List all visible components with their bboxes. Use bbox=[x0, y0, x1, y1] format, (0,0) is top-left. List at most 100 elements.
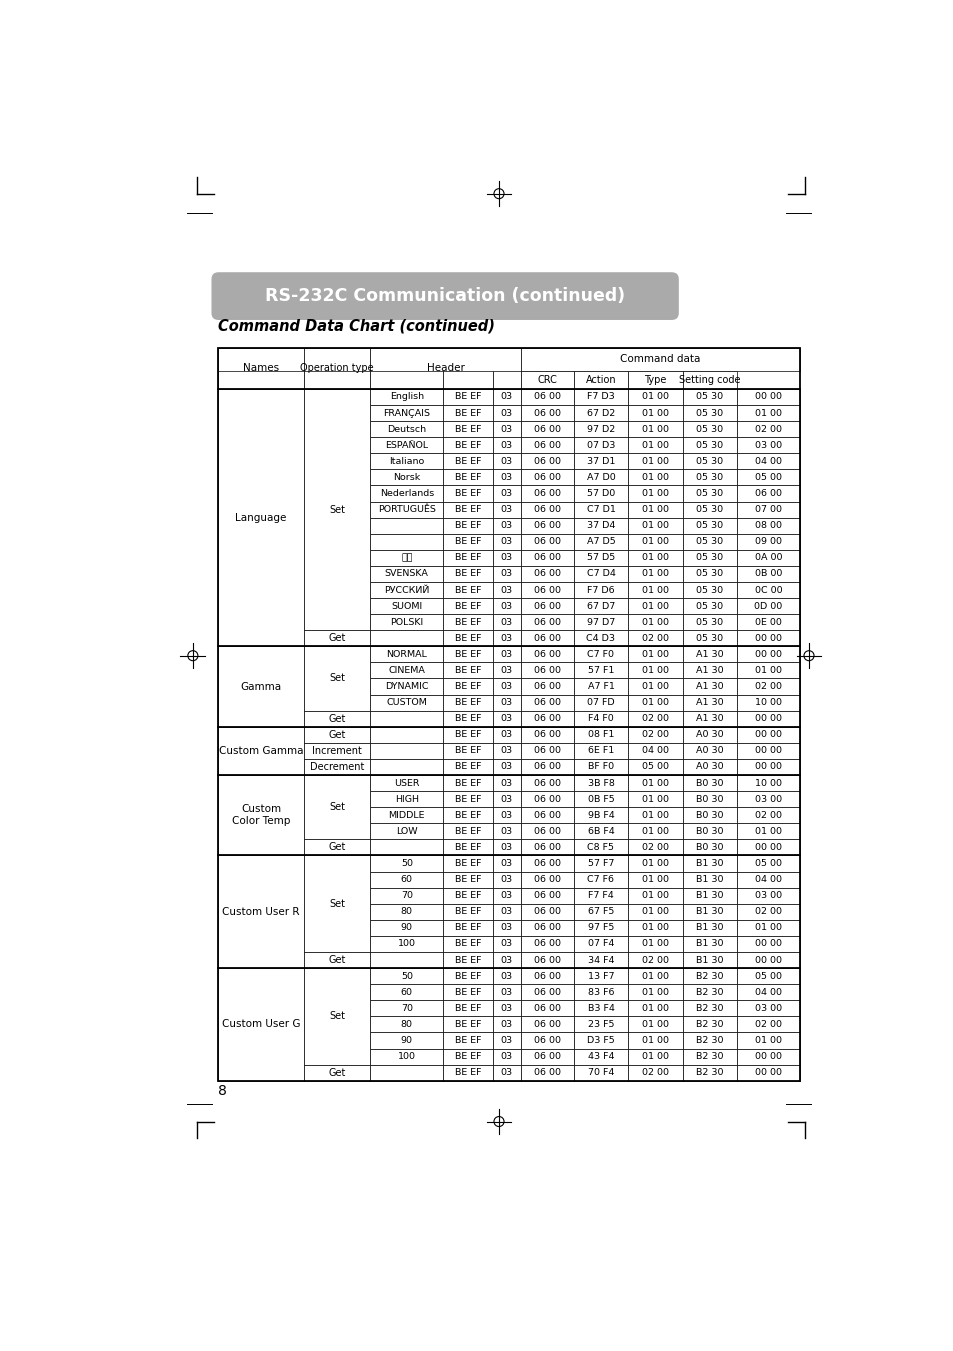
Bar bbox=[370, 582, 443, 598]
Text: Type: Type bbox=[643, 374, 666, 385]
Bar bbox=[628, 775, 682, 792]
Text: 04 00: 04 00 bbox=[754, 875, 781, 884]
Bar bbox=[493, 615, 520, 630]
Bar bbox=[628, 453, 682, 469]
Bar bbox=[682, 662, 737, 678]
Text: A0 30: A0 30 bbox=[696, 731, 723, 739]
Text: A1 30: A1 30 bbox=[696, 698, 723, 707]
Text: BE EF: BE EF bbox=[455, 778, 481, 788]
Bar bbox=[628, 422, 682, 438]
Bar bbox=[628, 904, 682, 920]
Text: BE EF: BE EF bbox=[455, 731, 481, 739]
Bar bbox=[520, 678, 573, 694]
Bar bbox=[682, 1016, 737, 1032]
Bar bbox=[303, 952, 370, 969]
Bar bbox=[682, 936, 737, 952]
FancyBboxPatch shape bbox=[212, 273, 679, 320]
Text: 03: 03 bbox=[500, 521, 513, 530]
Text: 04 00: 04 00 bbox=[754, 457, 781, 466]
Text: BE EF: BE EF bbox=[455, 489, 481, 499]
Text: 03: 03 bbox=[500, 1020, 513, 1029]
Bar bbox=[370, 630, 443, 646]
Text: A1 30: A1 30 bbox=[696, 715, 723, 723]
Bar bbox=[682, 711, 737, 727]
Text: BE EF: BE EF bbox=[455, 908, 481, 916]
Bar bbox=[443, 469, 493, 485]
Text: CINEMA: CINEMA bbox=[388, 666, 425, 676]
Bar bbox=[493, 792, 520, 807]
Bar bbox=[682, 615, 737, 630]
Text: 03: 03 bbox=[500, 923, 513, 932]
Text: BE EF: BE EF bbox=[455, 392, 481, 401]
Bar bbox=[520, 694, 573, 711]
Bar bbox=[370, 422, 443, 438]
Text: 02 00: 02 00 bbox=[754, 908, 781, 916]
Bar bbox=[682, 501, 737, 517]
Text: C7 F0: C7 F0 bbox=[587, 650, 614, 659]
Bar bbox=[520, 534, 573, 550]
Text: 05 30: 05 30 bbox=[696, 408, 722, 417]
Text: 02 00: 02 00 bbox=[641, 634, 668, 643]
Bar bbox=[370, 775, 443, 792]
Bar bbox=[573, 694, 628, 711]
Bar bbox=[520, 920, 573, 936]
Text: BE EF: BE EF bbox=[455, 666, 481, 676]
Text: 06 00: 06 00 bbox=[533, 569, 560, 578]
Bar bbox=[520, 743, 573, 759]
Text: 03 00: 03 00 bbox=[754, 1004, 781, 1013]
Bar bbox=[682, 389, 737, 405]
Text: 03: 03 bbox=[500, 1052, 513, 1061]
Bar bbox=[520, 615, 573, 630]
Text: 05 30: 05 30 bbox=[696, 538, 722, 546]
Bar bbox=[628, 598, 682, 615]
Text: FRANÇAIS: FRANÇAIS bbox=[383, 408, 430, 417]
Text: 80: 80 bbox=[400, 908, 413, 916]
Bar bbox=[520, 347, 799, 370]
Bar bbox=[520, 422, 573, 438]
Bar bbox=[520, 646, 573, 662]
Text: 06 00: 06 00 bbox=[533, 440, 560, 450]
Bar bbox=[370, 920, 443, 936]
Bar bbox=[520, 775, 573, 792]
Bar bbox=[493, 871, 520, 888]
Bar bbox=[370, 969, 443, 984]
Text: B0 30: B0 30 bbox=[696, 778, 723, 788]
Bar bbox=[520, 1000, 573, 1016]
Text: BE EF: BE EF bbox=[455, 408, 481, 417]
Bar bbox=[520, 566, 573, 582]
Text: A7 F1: A7 F1 bbox=[587, 682, 614, 692]
Bar bbox=[682, 485, 737, 501]
Text: 00 00: 00 00 bbox=[754, 634, 781, 643]
Bar bbox=[443, 582, 493, 598]
Text: 01 00: 01 00 bbox=[641, 923, 668, 932]
Text: 03: 03 bbox=[500, 666, 513, 676]
Bar bbox=[628, 485, 682, 501]
Text: 06 00: 06 00 bbox=[533, 554, 560, 562]
Text: 06 00: 06 00 bbox=[754, 489, 781, 499]
Bar bbox=[303, 630, 370, 646]
Text: 06 00: 06 00 bbox=[533, 424, 560, 434]
Text: 01 00: 01 00 bbox=[754, 408, 781, 417]
Bar bbox=[573, 550, 628, 566]
Text: BE EF: BE EF bbox=[455, 1036, 481, 1046]
Text: 03: 03 bbox=[500, 424, 513, 434]
Text: 06 00: 06 00 bbox=[533, 746, 560, 755]
Bar bbox=[370, 1000, 443, 1016]
Bar bbox=[737, 711, 799, 727]
Bar bbox=[737, 469, 799, 485]
Bar bbox=[520, 807, 573, 823]
Bar bbox=[493, 775, 520, 792]
Text: 23 F5: 23 F5 bbox=[587, 1020, 614, 1029]
Text: B2 30: B2 30 bbox=[696, 971, 723, 981]
Text: 06 00: 06 00 bbox=[533, 762, 560, 771]
Bar bbox=[737, 517, 799, 534]
Text: 03: 03 bbox=[500, 778, 513, 788]
Text: 00 00: 00 00 bbox=[754, 1052, 781, 1061]
Text: Set: Set bbox=[329, 802, 345, 812]
Text: 97 D7: 97 D7 bbox=[586, 617, 615, 627]
Text: 97 D2: 97 D2 bbox=[586, 424, 615, 434]
Text: 06 00: 06 00 bbox=[533, 1052, 560, 1061]
Bar bbox=[520, 855, 573, 871]
Bar bbox=[303, 775, 370, 839]
Bar bbox=[682, 694, 737, 711]
